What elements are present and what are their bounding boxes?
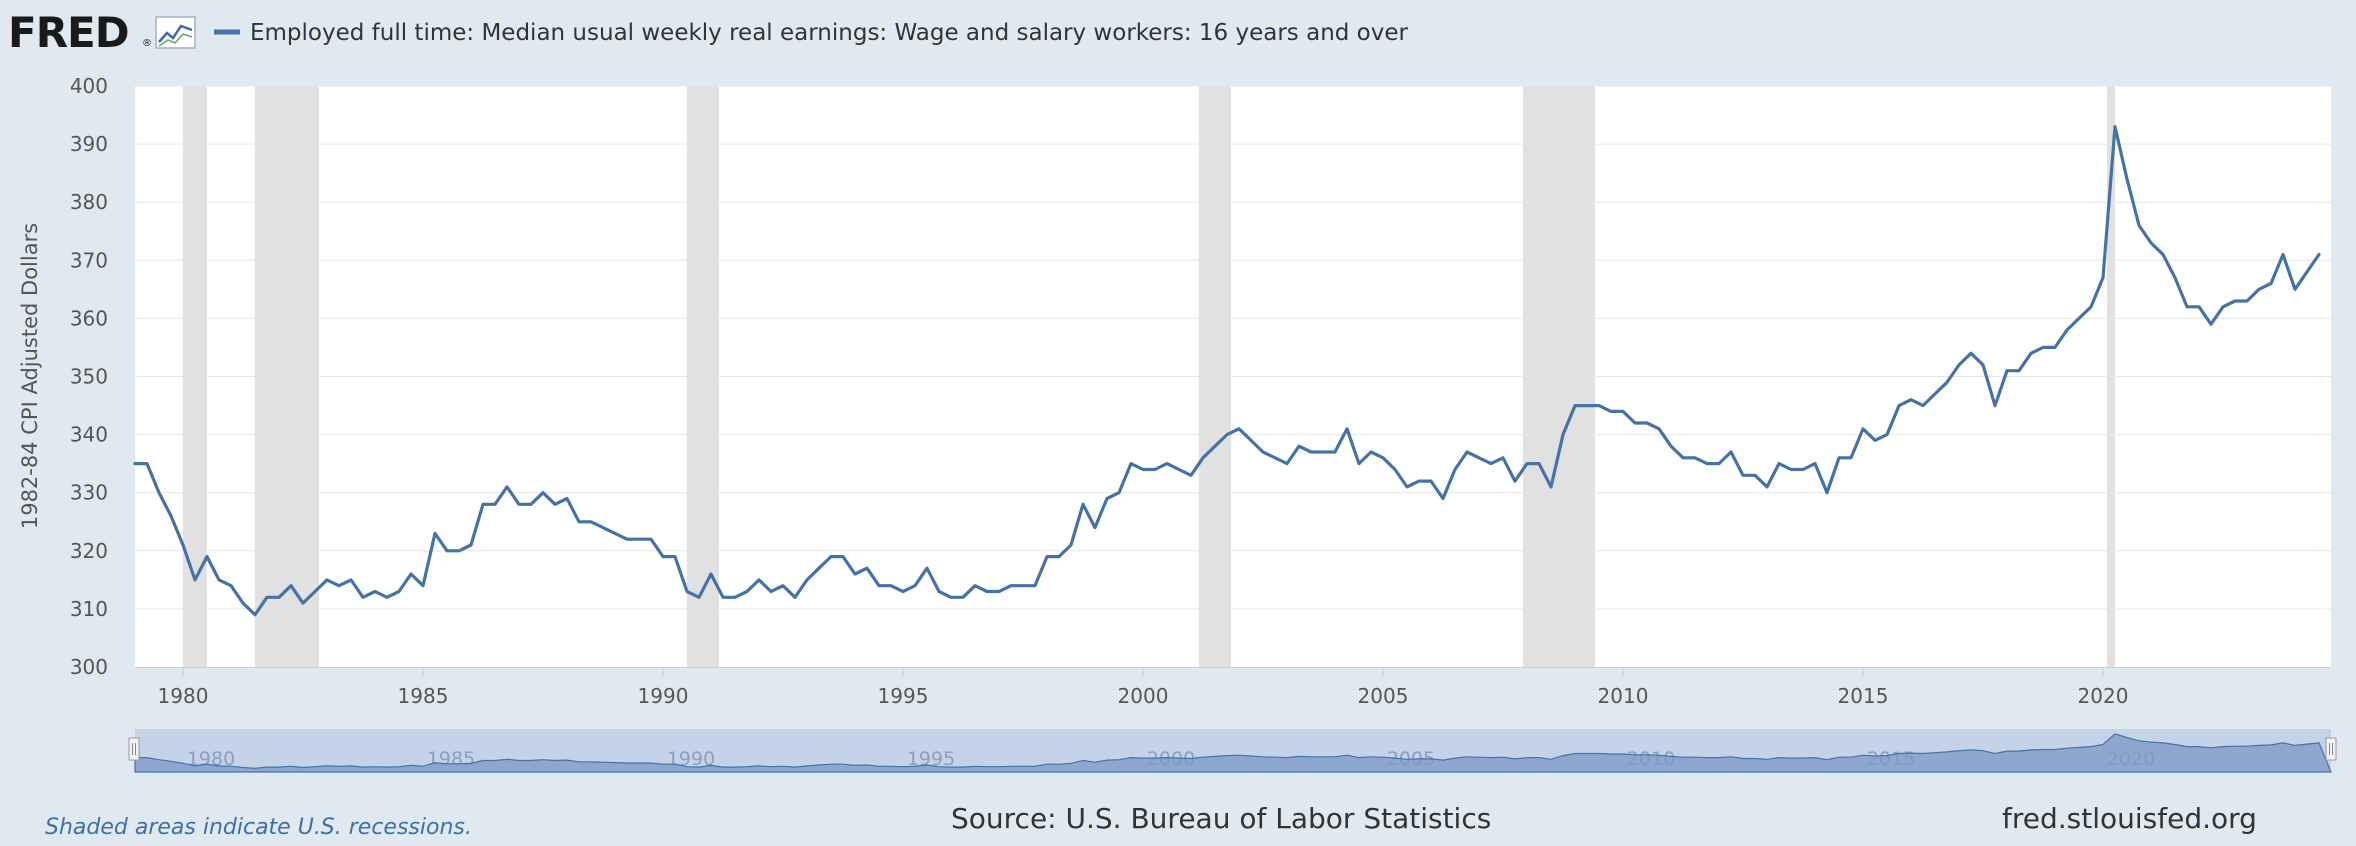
x-tick-label-1985: 1985 bbox=[398, 684, 449, 708]
source-url[interactable]: fred.stlouisfed.org bbox=[2002, 802, 2257, 835]
navigator-series bbox=[134, 733, 2332, 773]
y-tick-label-350: 350 bbox=[70, 365, 108, 389]
chart-line-icon bbox=[155, 16, 196, 49]
y-tick-label-330: 330 bbox=[70, 481, 108, 505]
y-axis-ticks: 300 310 320 330 340 350 360 370 380 390 400 bbox=[70, 74, 108, 679]
x-tick-label-1990: 1990 bbox=[638, 684, 689, 708]
source-text: Source: U.S. Bureau of Labor Statistics bbox=[951, 802, 1491, 835]
x-tick-label-2015: 2015 bbox=[1838, 684, 1889, 708]
x-tick-label-2005: 2005 bbox=[1358, 684, 1409, 708]
x-tick-label-1980: 1980 bbox=[158, 684, 209, 708]
y-tick-label-400: 400 bbox=[70, 74, 108, 98]
y-tick-label-380: 380 bbox=[70, 190, 108, 214]
chart-title: Employed full time: Median usual weekly … bbox=[250, 20, 1409, 46]
gridlines bbox=[135, 85, 2331, 610]
x-tick-label-1995: 1995 bbox=[878, 684, 929, 708]
y-tick-label-340: 340 bbox=[70, 423, 108, 447]
x-tick-label-2000: 2000 bbox=[1118, 684, 1169, 708]
recession-note: Shaded areas indicate U.S. recessions. bbox=[45, 815, 472, 840]
y-tick-label-360: 360 bbox=[70, 306, 108, 330]
navigator-right-handle[interactable] bbox=[2325, 737, 2337, 761]
legend[interactable]: Employed full time: Median usual weekly … bbox=[214, 20, 1409, 46]
y-tick-label-320: 320 bbox=[70, 539, 108, 563]
y-axis-label: 1982-84 CPI Adjusted Dollars bbox=[18, 223, 42, 529]
fred-logo[interactable]: FRED ® bbox=[8, 8, 196, 57]
logo-text: FRED bbox=[8, 8, 129, 57]
x-tick-label-2010: 2010 bbox=[1598, 684, 1649, 708]
x-tick-label-2020: 2020 bbox=[2078, 684, 2129, 708]
x-axis-ticks: 1980 1985 1990 1995 2000 2005 2010 2015 2020 bbox=[158, 667, 2129, 708]
navigator-label-1980: 1980 bbox=[187, 748, 235, 770]
y-tick-label-390: 390 bbox=[70, 132, 108, 156]
navigator-left-handle[interactable] bbox=[128, 737, 140, 761]
y-tick-label-300: 300 bbox=[70, 655, 108, 679]
series-line[interactable] bbox=[133, 125, 2321, 617]
y-tick-label-310: 310 bbox=[70, 597, 108, 621]
y-tick-label-370: 370 bbox=[70, 248, 108, 272]
navigator-label-1995: 1995 bbox=[907, 748, 955, 770]
logo-trademark: ® bbox=[142, 38, 152, 49]
